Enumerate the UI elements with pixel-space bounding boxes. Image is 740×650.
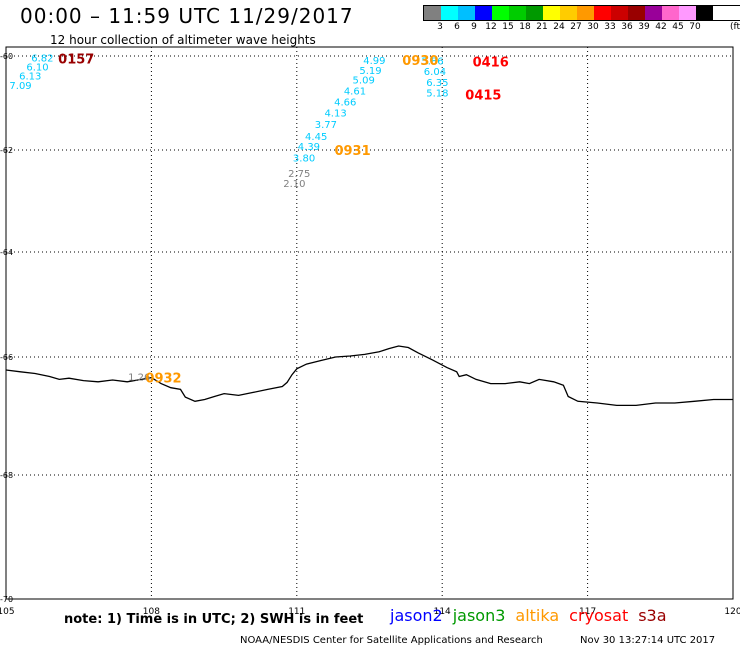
lon-tick-label: 114 [434, 607, 451, 617]
lon-tick-label: 105 [0, 607, 15, 617]
wave-height-label: 4.61 [344, 86, 366, 97]
wave-height-label: 4.99 [363, 56, 385, 67]
legend-swatch [526, 6, 543, 20]
legend-label: 9 [471, 22, 477, 32]
wave-height-label: 3.80 [293, 154, 315, 165]
legend-swatch [543, 6, 560, 20]
lat-tick-label: -64 [0, 248, 13, 257]
legend-label: 18 [519, 22, 531, 32]
wave-height-label: 2.75 [288, 169, 310, 180]
wave-height-label: 4.45 [305, 132, 327, 143]
legend-swatch [458, 6, 475, 20]
wave-height-label: 4.39 [298, 142, 320, 153]
wave-height-label: 6.13 [19, 72, 41, 83]
legend-swatch [645, 6, 662, 20]
legend-label: 3 [437, 22, 443, 32]
pass-time-label: 0931 [334, 144, 370, 159]
legend-swatch [492, 6, 509, 20]
legend-label: 30 [587, 22, 599, 32]
wave-height-label: 5.18 [426, 89, 448, 100]
lat-tick-label: -66 [0, 353, 13, 362]
wave-height-label: 4.13 [324, 108, 346, 119]
wave-height-label: 5.86 [421, 57, 443, 68]
legend-label: 27 [570, 22, 582, 32]
legend-label: 12 [485, 22, 497, 32]
legend-label: 39 [638, 22, 650, 32]
legend-swatch [577, 6, 594, 20]
wave-height-label: 5.09 [353, 76, 375, 87]
lon-tick-label: 120 [724, 607, 740, 617]
satellite-key: jason2 jason3 altika cryosat s3a [390, 606, 677, 625]
wave-height-label: 6.04 [424, 67, 446, 78]
legend-color-bar [423, 5, 740, 21]
wave-height-label: 1.26 [128, 372, 150, 383]
lon-tick-label: 117 [579, 607, 596, 617]
wave-height-label: 7.09 [9, 81, 31, 92]
wave-height-label: 6.35 [426, 78, 448, 89]
pass-time-label: 0930 [402, 54, 438, 69]
satellite-altika: altika [515, 606, 560, 625]
wave-height-label: 5.19 [359, 66, 381, 77]
footer-note: note: 1) Time is in UTC; 2) SWH is in fe… [64, 612, 364, 627]
legend-swatch [662, 6, 679, 20]
legend-swatch [594, 6, 611, 20]
satellite-jason2: jason2 [390, 606, 443, 625]
legend-swatch [475, 6, 492, 20]
legend-label: 45 [672, 22, 684, 32]
legend-swatch [441, 6, 458, 20]
lon-tick-label: 108 [143, 607, 160, 617]
map-subtitle: 12 hour collection of altimeter wave hei… [50, 33, 316, 47]
legend-label: 15 [502, 22, 514, 32]
legend-label: 24 [553, 22, 565, 32]
coastline [5, 345, 733, 407]
legend-swatch [628, 6, 645, 20]
pass-time-label: 0415 [465, 89, 501, 104]
pass-time-label: 0416 [473, 56, 509, 71]
legend-label: 70 [689, 22, 701, 32]
pass-time-label: 0932 [145, 372, 181, 387]
wave-height-label: 6.82 [31, 53, 53, 64]
legend-unit: (ft) [730, 22, 740, 32]
map-title: 00:00 – 11:59 UTC 11/29/2017 [20, 4, 354, 28]
legend-swatch [679, 6, 696, 20]
wave-height-label: 4.66 [334, 98, 356, 109]
map-frame [5, 46, 734, 600]
pass-time-label: 0157 [58, 52, 94, 67]
legend-swatch [560, 6, 577, 20]
lat-tick-label: -60 [0, 52, 13, 61]
lat-tick-label: -70 [0, 595, 13, 604]
legend-swatch [696, 6, 713, 20]
legend-swatch [424, 6, 441, 20]
satellite-cryosat: cryosat [569, 606, 629, 625]
legend-label: 21 [536, 22, 548, 32]
lat-tick-label: -68 [0, 471, 13, 480]
legend-swatch [611, 6, 628, 20]
legend-label: 42 [655, 22, 667, 32]
wave-height-label: 6.10 [26, 62, 48, 73]
wave-height-label: 2.10 [283, 179, 305, 190]
legend-label: 33 [604, 22, 616, 32]
legend-label: 36 [621, 22, 633, 32]
footer-timestamp: Nov 30 13:27:14 UTC 2017 [580, 635, 716, 646]
lon-tick-label: 111 [288, 607, 305, 617]
satellite-jason3: jason3 [452, 606, 506, 625]
wave-height-label: 3.77 [315, 120, 337, 131]
legend-label: 6 [454, 22, 460, 32]
lat-tick-label: -62 [0, 146, 13, 155]
footer-credit: NOAA/NESDIS Center for Satellite Applica… [240, 635, 543, 646]
satellite-s3a: s3a [638, 606, 667, 625]
legend-swatch [509, 6, 526, 20]
